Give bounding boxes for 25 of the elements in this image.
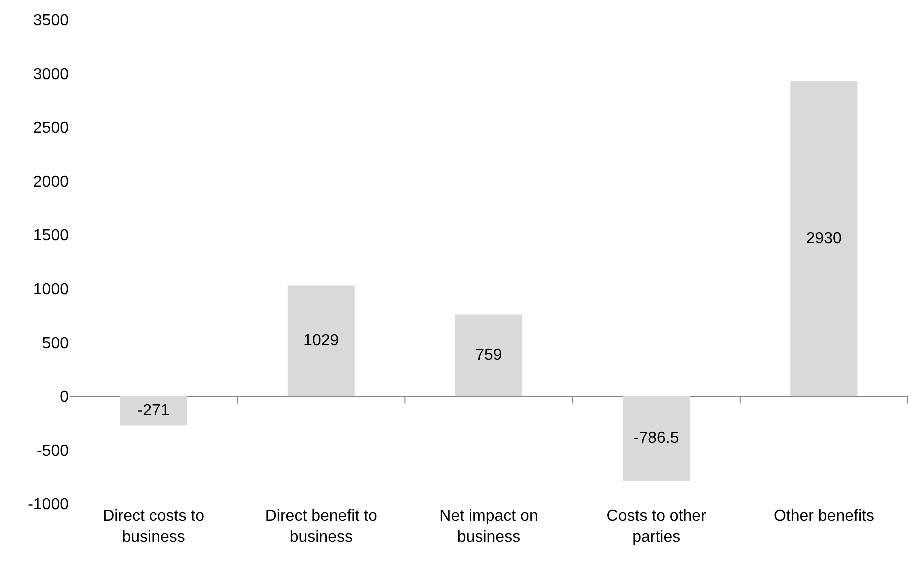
- bar: [623, 396, 690, 482]
- data-label: 759: [476, 347, 502, 364]
- data-label: -786.5: [634, 430, 680, 448]
- bar: [120, 396, 188, 426]
- y-tick-label: 0: [60, 389, 70, 406]
- bar: [288, 286, 355, 396]
- bar: [455, 314, 523, 396]
- data-label: 2930: [806, 230, 842, 248]
- x-tick-label: Direct benefit to business: [265, 508, 378, 546]
- y-tick-label: 1000: [33, 281, 70, 298]
- bar: [790, 81, 858, 396]
- y-tick-label: 500: [42, 335, 70, 352]
- x-tick-label: Net impact on business: [440, 508, 538, 546]
- x-tick-label: Direct costs to business: [103, 508, 205, 546]
- y-tick-label: 3500: [33, 12, 70, 30]
- x-tick-label: Other benefits: [774, 508, 874, 525]
- y-tick-label: 2500: [33, 120, 70, 138]
- data-label: 1029: [304, 332, 340, 350]
- y-tick-label: 1500: [33, 228, 70, 245]
- data-label: -271: [138, 402, 170, 420]
- y-tick-label: -1000: [28, 496, 70, 514]
- y-tick-label: 3000: [33, 66, 70, 84]
- x-tick-label: Costs to other parties: [606, 508, 708, 546]
- y-tick-label: -500: [36, 442, 70, 460]
- y-tick-label: 2000: [33, 174, 70, 191]
